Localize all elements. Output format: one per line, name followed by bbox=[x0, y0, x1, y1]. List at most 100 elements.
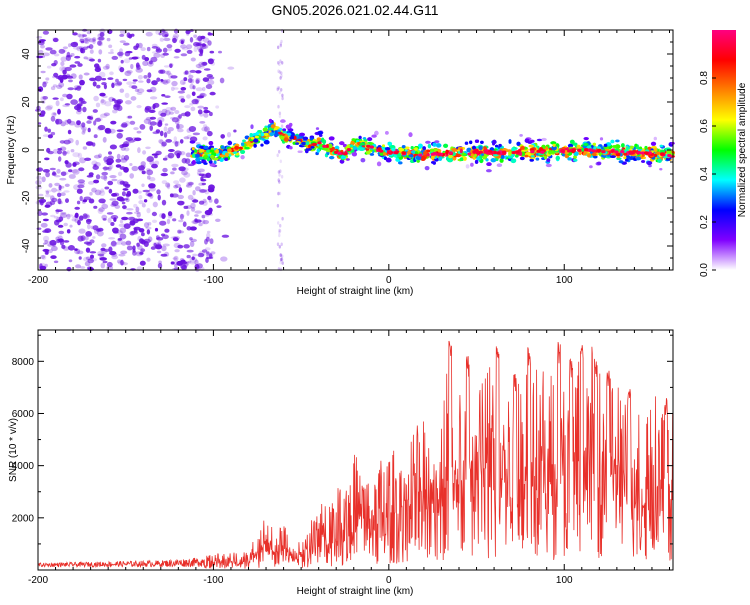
colorbar-tick-label: 0.8 bbox=[699, 71, 710, 85]
spectrum-point bbox=[367, 137, 373, 142]
noise-point bbox=[158, 119, 162, 125]
noise-point bbox=[55, 209, 63, 212]
colorbar: 0.0 0.2 0.4 0.6 0.8 Normalized spectral ampl… bbox=[699, 30, 748, 277]
spectrum-point bbox=[552, 143, 556, 148]
noise-point bbox=[37, 86, 44, 92]
noise-point bbox=[176, 124, 184, 129]
noise-point bbox=[57, 192, 62, 198]
noise-point bbox=[99, 257, 107, 261]
noise-point bbox=[91, 160, 98, 166]
spectrum-point bbox=[297, 150, 303, 153]
noise-point bbox=[164, 70, 170, 75]
spectrum-point bbox=[408, 132, 413, 138]
noise-point bbox=[49, 239, 57, 246]
noise-point bbox=[103, 83, 107, 90]
noise-point bbox=[170, 171, 175, 175]
noise-point bbox=[59, 77, 64, 83]
noise-point bbox=[66, 93, 73, 100]
spectrum-point bbox=[349, 144, 354, 148]
noise-point bbox=[74, 248, 81, 255]
noise-point bbox=[58, 230, 65, 235]
noise-point bbox=[147, 155, 155, 162]
spectrum-point bbox=[498, 143, 502, 148]
noise-point bbox=[173, 242, 181, 249]
spectrum-point bbox=[625, 155, 631, 160]
noise-point bbox=[66, 229, 71, 234]
spectrum-point bbox=[334, 145, 340, 150]
noise-point bbox=[151, 43, 158, 47]
noise-point bbox=[143, 199, 148, 203]
noise-point bbox=[44, 126, 48, 132]
noise-point bbox=[132, 250, 137, 256]
spectrum-point bbox=[519, 156, 525, 161]
noise-point bbox=[86, 218, 92, 225]
noise-point bbox=[143, 238, 151, 244]
noise-point bbox=[119, 88, 125, 93]
noise-point bbox=[107, 165, 112, 172]
noise-point bbox=[195, 87, 203, 92]
y-tick-label: 6000 bbox=[12, 409, 35, 420]
noise-point bbox=[146, 89, 153, 93]
spectrum-point bbox=[371, 134, 377, 138]
noise-point bbox=[134, 211, 141, 214]
noise-point bbox=[278, 228, 281, 233]
noise-point bbox=[60, 171, 67, 177]
spectrum-peak-point bbox=[610, 149, 615, 153]
noise-point bbox=[50, 86, 56, 91]
noise-point bbox=[192, 85, 196, 90]
noise-point bbox=[143, 75, 148, 79]
noise-point bbox=[121, 241, 127, 246]
noise-point bbox=[136, 242, 140, 247]
noise-point bbox=[78, 74, 83, 80]
noise-point bbox=[156, 250, 162, 254]
noise-point bbox=[58, 156, 62, 162]
noise-point bbox=[202, 220, 209, 225]
noise-point bbox=[58, 184, 62, 191]
spectrum-point bbox=[270, 124, 276, 129]
noise-point bbox=[117, 171, 123, 177]
noise-point bbox=[131, 56, 139, 60]
spectrum-point bbox=[451, 147, 457, 152]
spectrum-point bbox=[581, 147, 585, 152]
noise-point bbox=[115, 164, 122, 168]
noise-point bbox=[183, 244, 190, 249]
spectrum-point bbox=[463, 156, 467, 161]
noise-point bbox=[164, 110, 171, 116]
noise-point bbox=[102, 201, 106, 205]
noise-point bbox=[53, 260, 59, 264]
noise-point bbox=[276, 242, 280, 246]
noise-point bbox=[146, 229, 151, 235]
spectrum-peak-point bbox=[322, 144, 327, 148]
noise-point bbox=[208, 198, 213, 203]
noise-point bbox=[42, 81, 47, 88]
noise-point bbox=[93, 179, 100, 184]
spectrum-point bbox=[648, 164, 652, 168]
noise-point bbox=[67, 129, 72, 135]
spectrum-peak-point bbox=[577, 148, 582, 152]
noise-point bbox=[277, 86, 281, 90]
noise-point bbox=[202, 77, 210, 82]
noise-point bbox=[52, 75, 57, 79]
noise-point bbox=[172, 237, 179, 242]
noise-point bbox=[40, 255, 46, 259]
noise-point bbox=[138, 195, 143, 200]
noise-point bbox=[149, 121, 157, 126]
noise-point bbox=[110, 215, 119, 220]
noise-point bbox=[176, 123, 180, 130]
noise-point bbox=[149, 125, 153, 131]
spectrum-point bbox=[480, 153, 484, 156]
noise-point bbox=[70, 41, 79, 48]
noise-point bbox=[83, 37, 89, 44]
noise-point bbox=[137, 147, 141, 154]
spectrum-point bbox=[262, 127, 268, 132]
noise-point bbox=[177, 200, 185, 206]
spectrogram-y-label: Frequency (Hz) bbox=[6, 116, 17, 185]
noise-point bbox=[107, 180, 114, 186]
spectrum-point bbox=[191, 147, 195, 151]
spectrum-point bbox=[289, 146, 293, 150]
noise-point bbox=[122, 188, 129, 191]
spectrum-point bbox=[283, 137, 289, 142]
noise-point bbox=[190, 106, 196, 112]
spectrum-point bbox=[448, 154, 453, 159]
noise-point bbox=[41, 254, 47, 260]
